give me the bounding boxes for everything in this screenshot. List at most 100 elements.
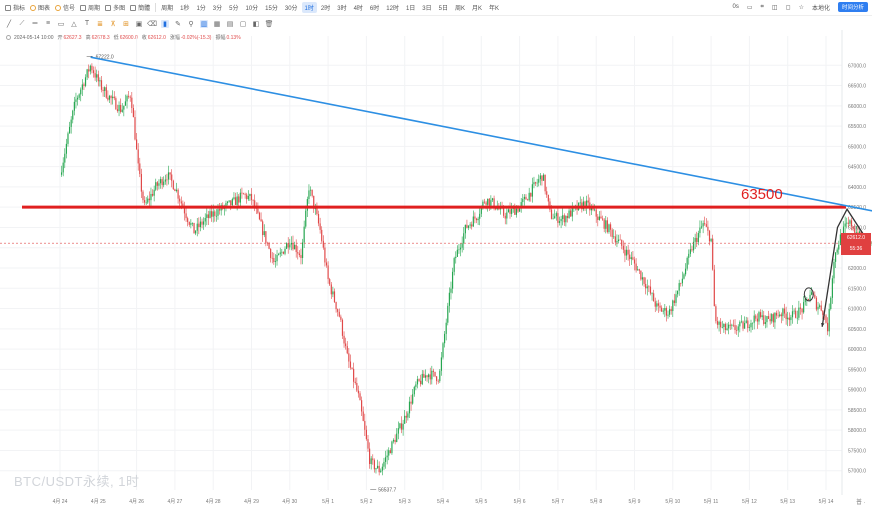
candle-body-356 <box>629 254 631 260</box>
candle-body-16 <box>86 69 88 78</box>
candle-body-377 <box>662 310 664 312</box>
interval-tab-14[interactable]: 3日 <box>422 6 432 12</box>
interval-tab-6[interactable]: 30分 <box>284 6 298 12</box>
candle-body-209 <box>394 439 396 443</box>
interval-tab-9[interactable]: 3时 <box>337 6 347 12</box>
interval-tab-7[interactable]: 1时 <box>301 2 317 13</box>
candle-body-4 <box>67 133 69 144</box>
line-tool-icon[interactable]: ╱ <box>6 20 12 28</box>
scale-corner-label[interactable]: 普 · <box>856 500 866 506</box>
note-tool-icon[interactable]: ▣ <box>135 20 143 28</box>
toolbar-item-chart[interactable]: 图表 <box>30 3 50 12</box>
eraser-tool-icon[interactable]: ⌫ <box>147 20 157 28</box>
panel-button[interactable]: ◫ <box>771 4 778 11</box>
candle-body-142 <box>287 243 289 248</box>
measure-tool-icon[interactable]: ⊞ <box>123 20 129 28</box>
toolbar-item-indicators[interactable]: 指标 <box>5 3 25 12</box>
candle-body-397 <box>694 237 696 242</box>
candle-body-233 <box>432 370 435 372</box>
toolbar-item-signal[interactable]: 信号 <box>55 3 75 12</box>
candle-body-258 <box>472 216 474 227</box>
interval-tab-1[interactable]: 1分 <box>196 6 206 12</box>
clipboard-tool-icon[interactable]: ▤ <box>226 20 234 28</box>
candle-body-462 <box>798 307 800 318</box>
x-tick-label-11: 5月 5 <box>475 499 487 505</box>
interval-tab-17[interactable]: 月K <box>472 6 483 12</box>
candle-body-12 <box>80 89 82 95</box>
locale-icon[interactable]: ☆ <box>798 4 804 11</box>
candle-body-85 <box>196 223 198 231</box>
candle-body-483 <box>831 278 833 298</box>
x-tick-label-1: 4月 25 <box>91 499 106 505</box>
interval-tab-4[interactable]: 10分 <box>245 6 259 12</box>
locale-label[interactable]: 本地化 <box>811 5 830 12</box>
toolbar-item-language[interactable]: 簡體 <box>130 3 150 12</box>
candle-body-84 <box>195 230 197 234</box>
interval-tab-12[interactable]: 12时 <box>386 6 399 12</box>
layout-button[interactable]: ▭ <box>746 4 753 11</box>
toolbar-item-multichart[interactable]: 多图 <box>105 3 125 12</box>
parallel-channel-tool-icon[interactable]: ≡ <box>45 20 51 27</box>
measure-toggle-icon[interactable]: ▥ <box>200 19 208 28</box>
interval-tab-11[interactable]: 6时 <box>369 6 380 12</box>
projection-arrow-path[interactable] <box>821 207 869 327</box>
candle-body-444 <box>769 318 771 322</box>
period-dropdown[interactable]: 周期 <box>161 3 173 12</box>
ray-tool-icon[interactable]: ⟋ <box>19 19 25 27</box>
fullscreen-button[interactable]: ◻ <box>785 4 791 11</box>
lock-tool-icon[interactable]: ▦ <box>213 20 221 28</box>
fibonacci-tool-icon[interactable]: ≣ <box>97 20 103 28</box>
delete-tool-icon[interactable]: 🗑 <box>264 20 274 28</box>
candle-body-320 <box>571 207 573 217</box>
candle-body-336 <box>597 216 599 220</box>
horizontal-line-tool-icon[interactable]: ═ <box>32 20 38 27</box>
interval-tab-3[interactable]: 5分 <box>229 6 239 12</box>
candle-body-77 <box>183 207 186 214</box>
candle-body-25 <box>100 80 103 90</box>
candle-body-446 <box>772 314 774 323</box>
candle-body-62 <box>159 179 162 184</box>
trend-line[interactable] <box>90 56 872 215</box>
candle-body-390 <box>683 274 685 279</box>
rectangle-tool-icon[interactable]: ▭ <box>57 20 65 28</box>
interval-tab-0[interactable]: 1秒 <box>180 6 190 12</box>
candle-body-236 <box>437 380 439 382</box>
copy-tool-icon[interactable]: ▢ <box>239 20 247 28</box>
hide-tool-icon[interactable]: ◧ <box>252 20 260 28</box>
candle-body-370 <box>651 293 653 295</box>
interval-tab-15[interactable]: 5日 <box>438 6 448 12</box>
interval-tab-2[interactable]: 3分 <box>212 6 223 12</box>
candle-body-381 <box>669 309 671 315</box>
multi-chart-icon <box>105 4 112 11</box>
candle-body-108 <box>233 197 235 199</box>
interval-tab-5[interactable]: 15分 <box>265 6 278 12</box>
interval-tab-10[interactable]: 4时 <box>353 6 363 12</box>
candle-body-262 <box>479 213 481 219</box>
top-toolbar: 指标 图表 信号 周期 多图 簡體 周期 1秒 1分 3分 5分 10分 15分 30分 1时… <box>0 0 872 16</box>
interval-tab-18[interactable]: 年K <box>489 6 500 12</box>
candle-body-256 <box>469 224 471 226</box>
interval-tab-13[interactable]: 1日 <box>405 6 416 12</box>
candle-body-52 <box>143 200 146 203</box>
y-tick-label-6: 60000.0 <box>848 347 866 353</box>
link-tool-icon[interactable]: ⚲ <box>188 20 194 28</box>
candle-body-368 <box>648 286 650 288</box>
pen-tool-icon[interactable]: ✎ <box>175 20 181 28</box>
collapse-icon[interactable] <box>6 35 11 40</box>
candle-body-497 <box>854 229 856 233</box>
triangle-tool-icon[interactable]: △ <box>71 20 77 28</box>
language-icon <box>130 4 137 11</box>
magnet-tool-icon[interactable]: ▮ <box>161 19 169 28</box>
toolbar-item-period[interactable]: 周期 <box>80 3 100 12</box>
pattern-tool-icon[interactable]: ⊼ <box>110 20 116 28</box>
interval-tab-8[interactable]: 2时 <box>320 6 331 12</box>
interval-tab-16[interactable]: 周K <box>454 6 465 12</box>
time-analysis-button[interactable]: 时间分析 <box>837 2 868 12</box>
y-tick-label-17: 65500.0 <box>848 124 866 130</box>
candle-body-424 <box>737 326 739 331</box>
grid-button[interactable]: ⌗ <box>760 3 764 10</box>
candle-body-364 <box>641 277 644 280</box>
text-tool-icon[interactable]: T <box>84 20 90 27</box>
marker-circle[interactable] <box>803 287 814 302</box>
